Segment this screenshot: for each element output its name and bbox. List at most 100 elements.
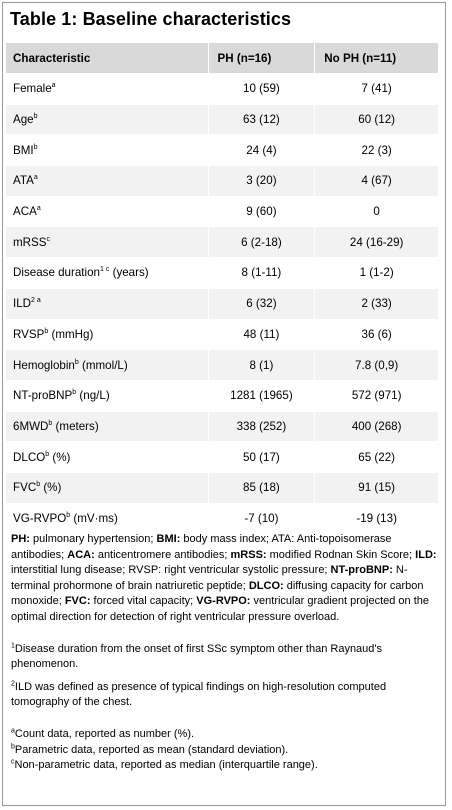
row-label-sup: 1 c bbox=[100, 266, 110, 274]
datatype-notes: aCount data, reported as number (%). bPar… bbox=[11, 727, 439, 774]
table-body: Femalea 10 (59) 7 (41) Ageb 63 (12) 60 (12) BM… bbox=[5, 73, 439, 535]
row-label: FVCb (%) bbox=[5, 471, 209, 504]
row-label-text: mRSS bbox=[13, 235, 47, 249]
abbreviation-definition: ventricular gradient projected on the op… bbox=[11, 595, 430, 623]
cell-no-ph: -19 (13) bbox=[314, 502, 439, 535]
cell-ph: 63 (12) bbox=[207, 103, 316, 136]
abbreviations: PH: pulmonary hypertension; BMI: body ma… bbox=[11, 532, 439, 626]
footnote-mark: 2 bbox=[11, 680, 15, 688]
row-label-sup: b bbox=[36, 481, 41, 489]
abbreviation-definition: N-terminal prohormone of brain natriuret… bbox=[11, 564, 408, 592]
table-row: Ageb 63 (12) 60 (12) bbox=[5, 103, 439, 136]
datatype-text: Non-parametric data, reported as median … bbox=[14, 759, 318, 772]
row-label-sup: b bbox=[33, 143, 38, 151]
row-label: Hemoglobinb (mmol/L) bbox=[5, 349, 209, 381]
table-row: Hemoglobinb (mmol/L) 8 (1) 7.8 (0,9) bbox=[5, 349, 439, 381]
row-label-unit: (%) bbox=[40, 481, 62, 495]
row-label-text: BMI bbox=[13, 143, 34, 157]
row-label-sup: b bbox=[44, 327, 49, 335]
datatype-text: Count data, reported as number (%). bbox=[14, 727, 195, 740]
cell-ph: 8 (1-11) bbox=[207, 257, 316, 289]
abbreviation-term: FVC: bbox=[64, 595, 91, 608]
abbreviation-definition: pulmonary hypertension; bbox=[29, 533, 157, 545]
cell-ph: 10 (59) bbox=[207, 73, 316, 105]
datatype-mark: b bbox=[11, 742, 15, 750]
row-label-sup: b bbox=[45, 450, 50, 458]
footnote-text: Disease duration from the onset of first… bbox=[11, 642, 383, 671]
footnotes: 1Disease duration from the onset of firs… bbox=[11, 642, 439, 711]
row-label-sup: 2 a bbox=[31, 297, 41, 305]
abbreviation-definition: forced vital capacity; bbox=[90, 595, 197, 608]
table-row: FVCb (%) 85 (18) 91 (15) bbox=[5, 471, 439, 504]
row-label: BMIb bbox=[5, 134, 209, 167]
cell-ph: 85 (18) bbox=[207, 471, 316, 504]
abbreviation-definition: body mass index; ATA: Anti-topoisomerase… bbox=[11, 533, 392, 561]
cell-ph: 48 (11) bbox=[207, 318, 316, 351]
cell-no-ph: 4 (67) bbox=[314, 165, 439, 197]
cell-no-ph: 65 (22) bbox=[314, 441, 439, 473]
row-label-text: ATA bbox=[13, 174, 34, 188]
footnote: 1Disease duration from the onset of firs… bbox=[11, 642, 439, 673]
row-label-text: NT-proBNP bbox=[13, 389, 73, 403]
row-label: ACAa bbox=[5, 195, 209, 228]
datatype-note: bParametric data, reported as mean (stan… bbox=[11, 743, 439, 759]
row-label-sup: b bbox=[66, 512, 71, 520]
row-label-text: Female bbox=[13, 82, 52, 96]
header-ph: PH (n=16) bbox=[207, 42, 316, 74]
abbreviation-definition: diffusing capacity for carbon monoxide; bbox=[11, 579, 424, 608]
table-frame bbox=[2, 2, 446, 806]
abbreviations-text: PH: pulmonary hypertension; BMI: body ma… bbox=[11, 532, 439, 626]
row-label-unit: (%) bbox=[49, 450, 71, 464]
header-characteristic: Characteristic bbox=[5, 42, 209, 74]
row-label-sup: a bbox=[36, 205, 41, 213]
cell-no-ph: 0 bbox=[314, 195, 439, 228]
table-row: ATAa 3 (20) 4 (67) bbox=[5, 165, 439, 197]
cell-ph: 1281 (1965) bbox=[207, 379, 316, 412]
row-label-sup: a bbox=[51, 82, 56, 90]
table-row: ACAa 9 (60) 0 bbox=[5, 195, 439, 228]
abbreviation-term: ACA: bbox=[67, 548, 95, 561]
cell-no-ph: 36 (6) bbox=[314, 318, 439, 351]
row-label: ATAa bbox=[5, 165, 209, 197]
abbreviation-term: ILD: bbox=[415, 548, 437, 561]
row-label-text: DLCO bbox=[13, 450, 46, 464]
cell-ph: 6 (2-18) bbox=[207, 226, 316, 259]
abbreviation-term: PH: bbox=[11, 533, 30, 545]
table-row: BMIb 24 (4) 22 (3) bbox=[5, 134, 439, 167]
row-label-sup: c bbox=[46, 235, 51, 243]
cell-ph: 50 (17) bbox=[207, 441, 316, 473]
datatype-mark: c bbox=[11, 758, 15, 766]
row-label-sup: b bbox=[33, 113, 38, 121]
row-label-unit: (meters) bbox=[52, 419, 99, 433]
row-label-text: Hemoglobin bbox=[13, 358, 75, 372]
abbreviation-definition: interstitial lung disease; RVSP: right v… bbox=[11, 564, 331, 577]
row-label-text: 6MWD bbox=[13, 419, 49, 433]
datatype-note: aCount data, reported as number (%). bbox=[11, 727, 439, 743]
table-row: DLCOb (%) 50 (17) 65 (22) bbox=[5, 441, 439, 473]
row-label-sup: b bbox=[72, 389, 77, 397]
cell-ph: 3 (20) bbox=[207, 165, 316, 197]
row-label: RVSPb (mmHg) bbox=[5, 318, 209, 351]
cell-no-ph: 60 (12) bbox=[314, 103, 439, 136]
abbreviation-term: mRSS: bbox=[230, 548, 267, 561]
cell-no-ph: 22 (3) bbox=[314, 134, 439, 167]
header-row: Characteristic PH (n=16) No PH (n=11) bbox=[5, 42, 439, 74]
table-row: Femalea 10 (59) 7 (41) bbox=[5, 73, 439, 105]
baseline-table: Characteristic PH (n=16) No PH (n=11) Fe… bbox=[5, 42, 439, 535]
row-label: Disease duration1 c (years) bbox=[5, 257, 209, 289]
cell-ph: -7 (10) bbox=[207, 502, 316, 535]
abbreviation-term: DLCO: bbox=[248, 579, 284, 592]
footnote: 2ILD was defined as presence of typical … bbox=[11, 680, 439, 711]
row-label: ILD2 a bbox=[5, 287, 209, 320]
abbreviation-term: NT-proBNP: bbox=[330, 564, 393, 577]
header-no-ph: No PH (n=11) bbox=[314, 42, 439, 74]
cell-no-ph: 7 (41) bbox=[314, 73, 439, 105]
row-label: Femalea bbox=[5, 73, 209, 105]
row-label-unit: (mV·ms) bbox=[70, 511, 118, 525]
cell-ph: 9 (60) bbox=[207, 195, 316, 228]
abbreviation-definition: anticentromere antibodies; bbox=[94, 548, 231, 561]
row-label-text: Age bbox=[13, 113, 34, 127]
row-label: Ageb bbox=[5, 103, 209, 136]
row-label-unit: (mmHg) bbox=[48, 327, 94, 341]
